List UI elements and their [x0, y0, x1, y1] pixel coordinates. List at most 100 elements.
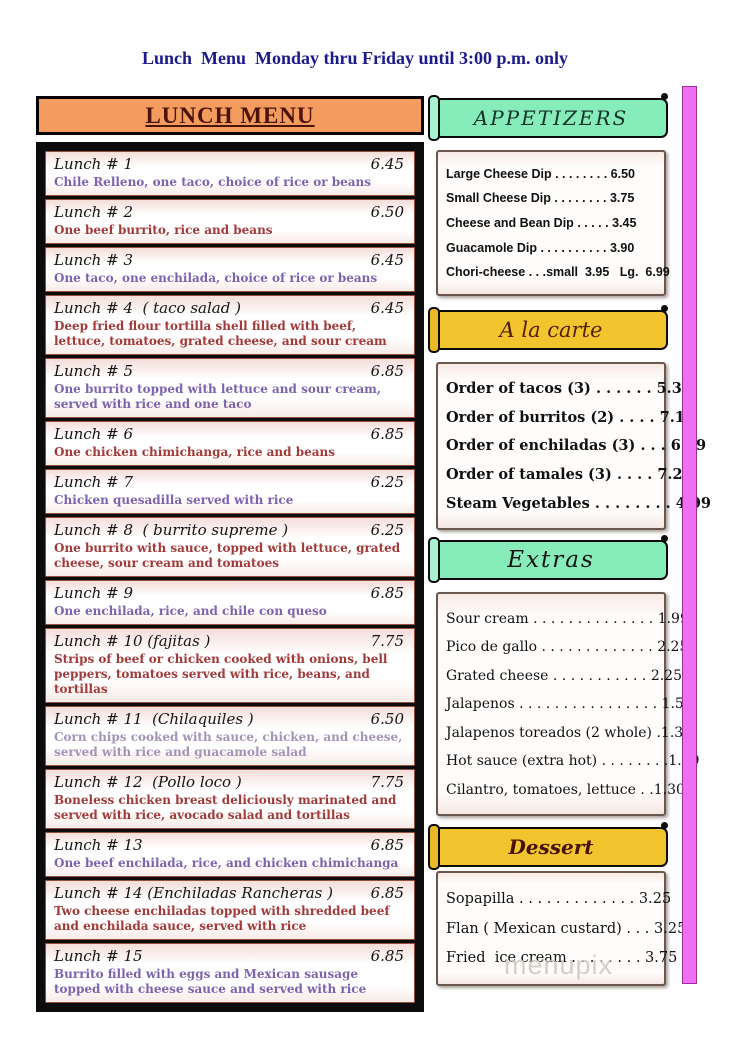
item-name: Flan ( Mexican custard) [446, 920, 622, 937]
lunch-item-description: One burrito topped with lettuce and sour… [54, 382, 381, 411]
item-price: 3.75 [609, 191, 635, 206]
menu-line: Grated cheese . . . . . . . . . . . 2.25 [446, 667, 682, 684]
lunch-item-name: Lunch # 14 (Enchiladas Rancheras ) [54, 884, 333, 902]
scroll-curl-icon [428, 307, 440, 353]
dot-leader: . . . . . . . . [594, 495, 671, 513]
dessert-banner: Dessert [428, 822, 668, 870]
dot-leader: . . . . . . . . [555, 166, 608, 181]
lunch-item-price: 6.85 [370, 362, 404, 380]
scroll-pin-icon [661, 535, 668, 542]
dot-leader: . . . . [616, 466, 653, 484]
dot-leader: . . [640, 781, 654, 798]
lunch-item-description: Chile Relleno, one taco, choice of rice … [54, 175, 372, 189]
lunch-item-price: 6.85 [370, 836, 404, 854]
dot-leader: . [656, 724, 661, 741]
lunch-item-price: 6.85 [370, 947, 404, 965]
lunch-item-description: Burrito filled with eggs and Mexican sau… [54, 967, 367, 996]
lunch-item-price: 6.85 [370, 884, 404, 902]
dot-leader: . . . . [619, 408, 655, 426]
lunch-item-name: Lunch # 4 ( taco salad ) [54, 299, 241, 317]
a-la-carte-banner: A la carte [428, 305, 668, 353]
lunch-item-name: Lunch # 11 (Chilaquiles ) [54, 710, 254, 728]
lunch-item-price: 6.25 [370, 521, 404, 539]
lunch-item-8: Lunch # 8 ( burrito supreme ) 6.25 One bu… [45, 517, 415, 577]
lunch-item-name: Lunch # 6 [54, 425, 133, 443]
item-name: Jalapenos [446, 696, 515, 712]
a-la-carte-list-box: Order of tacos (3) . . . . . . 5.30 Orde… [436, 362, 711, 530]
item-name: Cilantro, tomatoes, lettuce [446, 781, 636, 798]
dot-leader: . . . . . . . . [601, 753, 669, 769]
lunch-item-name: Lunch # 2 [54, 203, 133, 221]
lunch-item-name: Lunch # 13 [54, 836, 143, 854]
lunch-item-description: Deep fried flour tortilla shell filled w… [54, 319, 387, 348]
lunch-item-3: Lunch # 3 6.45 One taco, one enchilada, c… [45, 247, 415, 292]
scroll-pin-icon [661, 305, 668, 312]
menu-line: Pico de gallo . . . . . . . . . . . . . … [446, 639, 688, 655]
dot-leader: . . . . . [577, 215, 609, 230]
lunch-item-description: Chicken quesadilla served with rice [54, 493, 294, 507]
item-name: Grated cheese [446, 667, 549, 684]
lunch-item-description: Strips of beef or chicken cooked with on… [54, 652, 388, 696]
appetizers-list-box: Large Cheese Dip . . . . . . . . 6.50 Sm… [436, 150, 670, 296]
item-price: 2.25 [650, 667, 682, 684]
menu-line: Order of burritos (2) . . . . 7.15 [446, 408, 695, 426]
dot-leader: . . . . . . . . . . [540, 240, 607, 255]
lunch-item-15: Lunch # 15 6.85 Burrito filled with eggs … [45, 943, 415, 1003]
extras-banner-label: Extras [507, 547, 595, 573]
dessert-list-box: Sopapilla . . . . . . . . . . . . . 3.25… [436, 871, 686, 986]
item-name: Hot sauce (extra hot) [446, 753, 598, 769]
lunch-item-name: Lunch # 1 [54, 155, 133, 173]
item-name: Order of enchiladas (3) [446, 437, 636, 455]
scroll-curl-icon [428, 537, 440, 583]
item-price: 3.90 [609, 240, 635, 255]
item-name: Pico de gallo [446, 639, 538, 655]
item-name: Sour cream [446, 610, 529, 627]
dot-leader: . . . . . . [595, 379, 652, 397]
menu-line: Sopapilla . . . . . . . . . . . . . 3.25 [446, 890, 671, 907]
menu-line: Chori-cheese . . .small 3.95 Lg. 6.99 [446, 265, 670, 280]
menu-line: Order of enchiladas (3) . . . 6.99 [446, 437, 706, 455]
lunch-item-name: Lunch # 10 (fajitas ) [54, 632, 211, 650]
lunch-item-price: 6.45 [370, 299, 404, 317]
lunch-item-description: One chicken chimichanga, rice and beans [54, 445, 335, 459]
menu-line: Order of tacos (3) . . . . . . 5.30 [446, 379, 692, 397]
item-price: 3.75 [645, 950, 678, 967]
scroll-curl-icon [428, 95, 440, 141]
item-name: Order of tacos (3) [446, 379, 591, 397]
lunch-item-1: Lunch # 1 6.45 Chile Relleno, one taco, c… [45, 151, 415, 196]
lunch-item-name: Lunch # 8 ( burrito supreme ) [54, 521, 289, 539]
lunch-item-name: Lunch # 5 [54, 362, 133, 380]
dot-leader: . . . . . . . . . . . [552, 667, 647, 684]
dot-leader: . . . . . . . . . . . . . . . . [519, 696, 658, 712]
item-price: small 3.95 Lg. 6.99 [546, 265, 670, 280]
lunch-item-7: Lunch # 7 6.25 Chicken quesadilla served … [45, 469, 415, 514]
menu-line: Guacamole Dip . . . . . . . . . . 3.90 [446, 241, 656, 255]
lunch-item-name: Lunch # 3 [54, 251, 133, 269]
lunch-item-price: 7.75 [370, 632, 404, 650]
lunch-column: LUNCH MENU Lunch # 1 6.45 Chile Relleno, … [36, 96, 424, 1012]
item-name: Order of tamales (3) [446, 466, 612, 484]
menu-line: Steam Vegetables . . . . . . . . 4.99 [446, 495, 711, 513]
item-price: 3.45 [612, 215, 637, 230]
lunch-item-description: One enchilada, rice, and chile con queso [54, 604, 327, 618]
scroll-pin-icon [661, 822, 668, 829]
item-name: Steam Vegetables [446, 495, 590, 513]
menu-line: Jalapenos toreados (2 whole) .1.30 [446, 725, 692, 741]
lunch-item-description: Boneless chicken breast deliciously mari… [54, 793, 397, 822]
item-name: Chori-cheese [446, 265, 526, 280]
dessert-banner-label: Dessert [508, 835, 594, 859]
menu-line: Sour cream . . . . . . . . . . . . . . 1… [446, 610, 689, 627]
lunch-item-description: Corn chips cooked with sauce, chicken, a… [54, 730, 403, 759]
appetizers-banner: APPETIZERS [428, 93, 668, 141]
lunch-item-10: Lunch # 10 (fajitas ) 7.75 Strips of beef… [45, 628, 415, 703]
item-name: Sopapilla [446, 890, 515, 907]
lunch-item-name: Lunch # 7 [54, 473, 133, 491]
lunch-item-12: Lunch # 12 (Pollo loco ) 7.75 Boneless ch… [45, 769, 415, 829]
item-name: Small Cheese Dip [446, 191, 551, 206]
item-name: Fried ice cream [446, 950, 567, 967]
dot-leader: . . . [626, 920, 650, 937]
extras-list-box: Sour cream . . . . . . . . . . . . . . 1… [436, 592, 700, 816]
lunch-item-price: 7.75 [370, 773, 404, 791]
page-title: Lunch Menu Monday thru Friday until 3:00… [141, 48, 569, 68]
